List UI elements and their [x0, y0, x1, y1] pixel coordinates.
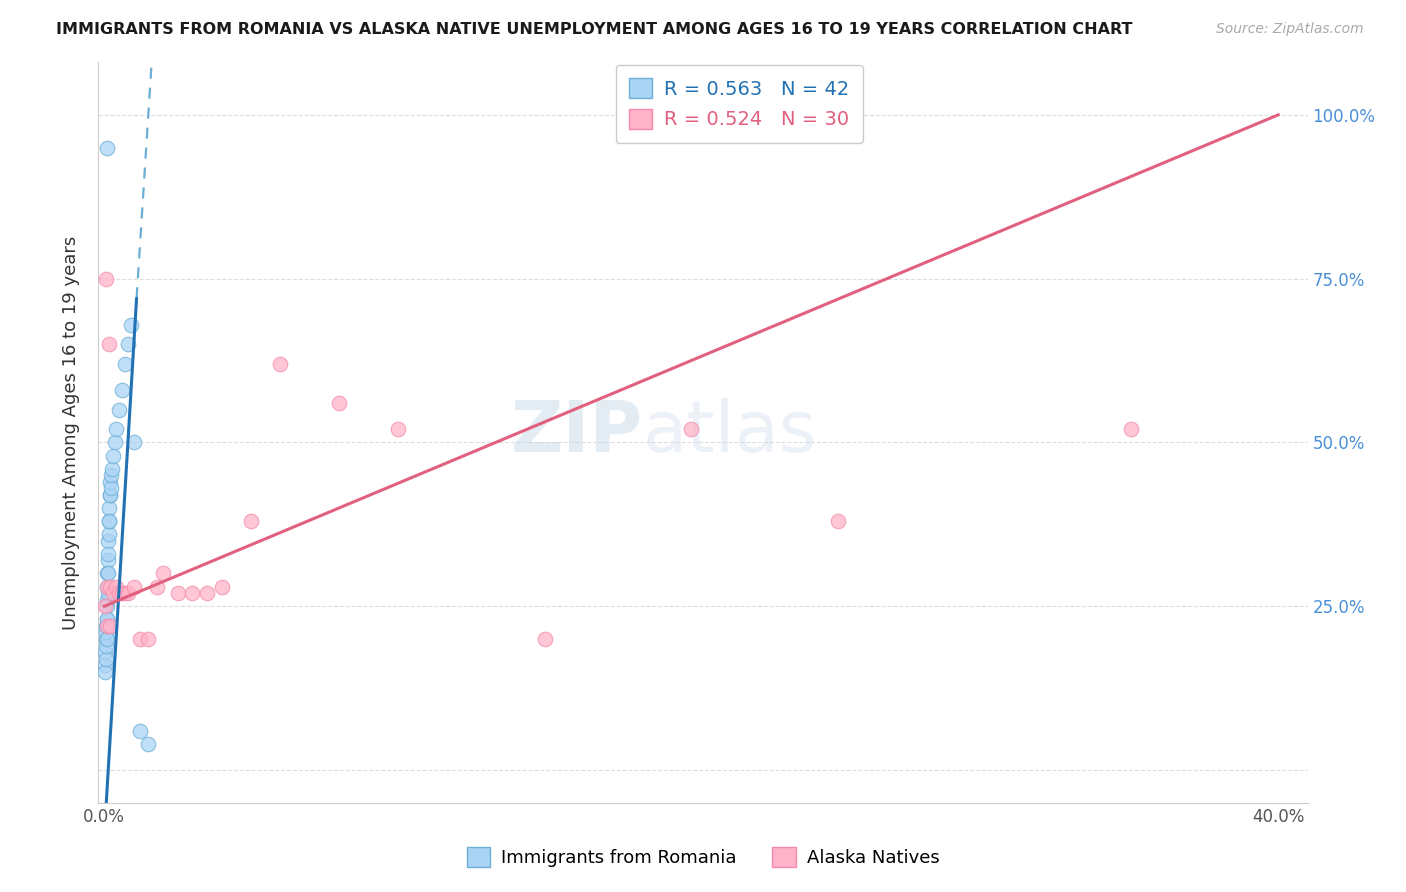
Point: [152, 566, 174, 581]
Point: [100, 461, 122, 475]
Point: [96, 580, 118, 594]
Point: [98, 580, 121, 594]
Point: [94, 619, 117, 633]
Point: [240, 514, 263, 528]
Point: [97, 514, 120, 528]
Point: [96, 592, 118, 607]
Point: [166, 586, 188, 600]
Legend: Immigrants from Romania, Alaska Natives: Immigrants from Romania, Alaska Natives: [457, 838, 949, 876]
Point: [195, 586, 218, 600]
Point: [108, 402, 131, 417]
Point: [96, 625, 118, 640]
Point: [96, 566, 118, 581]
Point: [101, 586, 124, 600]
Point: [111, 586, 134, 600]
Text: ZIP: ZIP: [510, 398, 643, 467]
Point: [136, 737, 159, 751]
Point: [533, 632, 555, 646]
Point: [136, 632, 159, 646]
Point: [122, 580, 145, 594]
Point: [122, 435, 145, 450]
Point: [96, 612, 118, 626]
Point: [97, 566, 120, 581]
Point: [117, 337, 139, 351]
Point: [98, 500, 121, 515]
Point: [105, 422, 128, 436]
Point: [101, 449, 124, 463]
Point: [681, 422, 703, 436]
Point: [97, 586, 120, 600]
Point: [114, 586, 136, 600]
Point: [146, 580, 169, 594]
Point: [94, 645, 117, 659]
Point: [105, 580, 128, 594]
Point: [97, 553, 120, 567]
Point: [387, 422, 409, 436]
Point: [98, 488, 121, 502]
Point: [269, 357, 291, 371]
Point: [111, 383, 134, 397]
Point: [97, 527, 120, 541]
Point: [94, 271, 117, 285]
Point: [96, 639, 118, 653]
Point: [128, 723, 150, 738]
Point: [96, 632, 118, 646]
Point: [96, 599, 118, 614]
Point: [94, 632, 117, 646]
Point: [94, 658, 117, 673]
Text: atlas: atlas: [643, 398, 817, 467]
Point: [98, 619, 121, 633]
Point: [128, 632, 150, 646]
Text: IMMIGRANTS FROM ROMANIA VS ALASKA NATIVE UNEMPLOYMENT AMONG AGES 16 TO 19 YEARS : IMMIGRANTS FROM ROMANIA VS ALASKA NATIVE…: [56, 22, 1133, 37]
Point: [120, 318, 142, 332]
Point: [114, 357, 136, 371]
Point: [96, 580, 118, 594]
Point: [108, 586, 131, 600]
Point: [96, 619, 118, 633]
Point: [1121, 422, 1143, 436]
Point: [100, 468, 122, 483]
Point: [211, 580, 233, 594]
Point: [103, 435, 125, 450]
Point: [117, 586, 139, 600]
Point: [94, 651, 117, 665]
Point: [97, 533, 120, 548]
Legend: R = 0.563   N = 42, R = 0.524   N = 30: R = 0.563 N = 42, R = 0.524 N = 30: [616, 65, 863, 143]
Point: [96, 619, 118, 633]
Point: [94, 665, 117, 679]
Point: [827, 514, 849, 528]
Point: [96, 140, 118, 154]
Text: Source: ZipAtlas.com: Source: ZipAtlas.com: [1216, 22, 1364, 37]
Point: [98, 488, 121, 502]
Point: [97, 547, 120, 561]
Point: [96, 612, 118, 626]
Point: [181, 586, 204, 600]
Point: [98, 514, 121, 528]
Point: [328, 396, 350, 410]
Point: [94, 599, 117, 614]
Point: [97, 337, 120, 351]
Point: [100, 481, 122, 495]
Point: [98, 475, 121, 489]
Y-axis label: Unemployment Among Ages 16 to 19 years: Unemployment Among Ages 16 to 19 years: [62, 235, 80, 630]
